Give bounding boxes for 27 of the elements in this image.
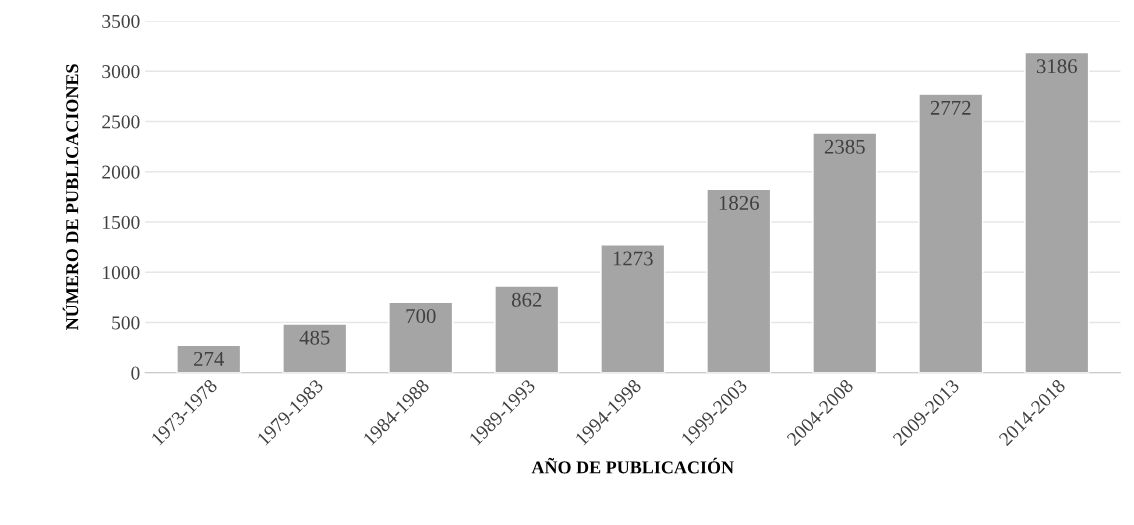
x-axis-title: AÑO DE PUBLICACIÓN: [531, 457, 734, 474]
data-label: 1273: [613, 251, 653, 266]
y-axis-title: NÚMERO DE PUBLICACIONES: [62, 64, 79, 330]
y-tick-label: 1000: [103, 266, 140, 280]
y-tick-label: 3000: [102, 65, 140, 79]
bar: [1024, 51, 1090, 373]
data-label: 485: [299, 330, 330, 345]
bar: [812, 132, 878, 373]
y-tick-label: 500: [112, 316, 140, 330]
data-label: 700: [406, 309, 436, 324]
bar: [706, 188, 772, 373]
y-tick-label: 3500: [102, 14, 140, 28]
data-label: 3186: [1036, 59, 1077, 74]
data-label: 862: [511, 292, 542, 307]
data-label: 2385: [824, 139, 865, 154]
y-tick-label: 2500: [102, 115, 140, 129]
bar: [600, 244, 666, 373]
bar: [918, 93, 984, 373]
data-label: 1826: [719, 195, 759, 210]
y-tick-label: 1500: [103, 215, 140, 229]
y-tick-label: 0: [131, 366, 140, 380]
y-tick-label: 2000: [102, 165, 140, 179]
bar: [494, 285, 560, 373]
bar: [282, 323, 348, 373]
data-label: 274: [194, 351, 225, 366]
data-label: 2772: [930, 100, 971, 115]
bar: [388, 301, 454, 373]
